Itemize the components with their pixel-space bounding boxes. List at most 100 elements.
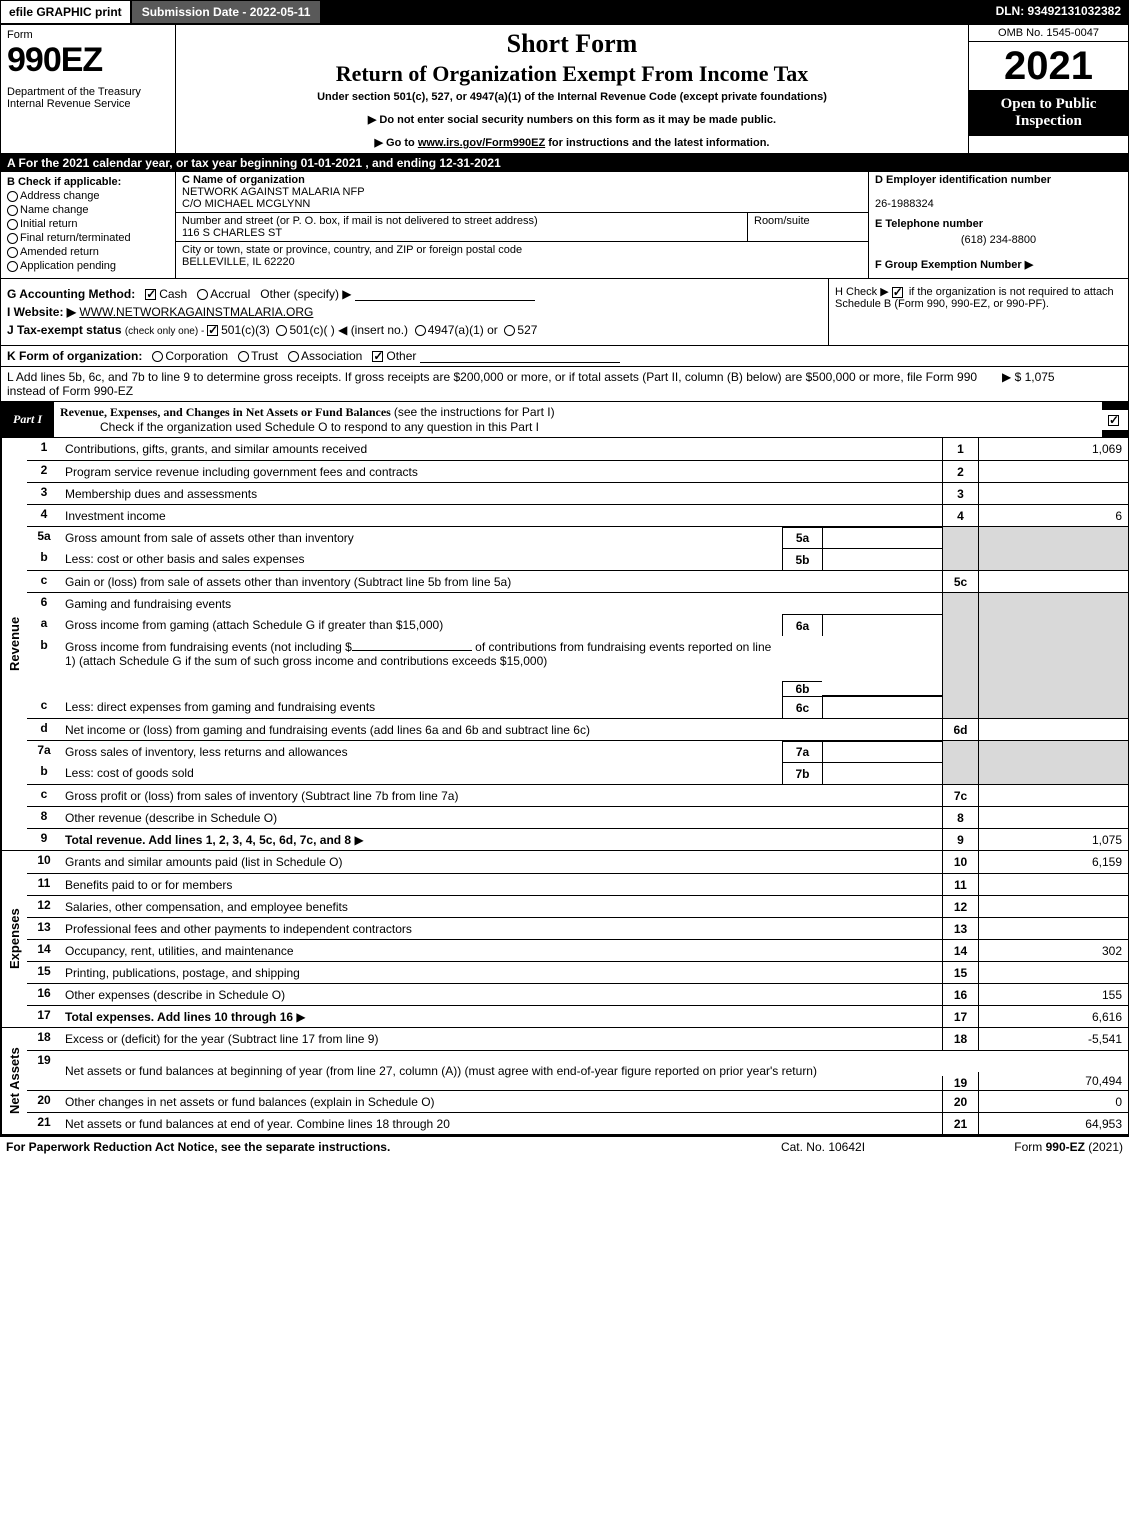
row-a-tax-year: A For the 2021 calendar year, or tax yea… <box>1 154 1128 172</box>
g-cash-check[interactable] <box>145 289 156 300</box>
header-right: OMB No. 1545-0047 2021 Open to Public In… <box>968 25 1128 153</box>
j-527-radio[interactable] <box>504 325 515 336</box>
efile-print-link[interactable]: efile GRAPHIC print <box>0 0 131 24</box>
line-10: 10Grants and similar amounts paid (list … <box>27 851 1128 873</box>
opt-initial-return[interactable]: Initial return <box>7 218 169 230</box>
form-body: Form 990EZ Department of the Treasury In… <box>0 24 1129 1137</box>
line-11: 11Benefits paid to or for members11 <box>27 873 1128 895</box>
section-e: E Telephone number (618) 234-8800 <box>869 212 1128 252</box>
line-21: 21Net assets or fund balances at end of … <box>27 1112 1128 1134</box>
org-name: NETWORK AGAINST MALARIA NFP <box>182 186 365 198</box>
section-c: C Name of organization NETWORK AGAINST M… <box>176 172 868 278</box>
part1-title: Revenue, Expenses, and Changes in Net As… <box>60 405 394 419</box>
form-header: Form 990EZ Department of the Treasury In… <box>1 25 1128 154</box>
opt-name-change[interactable]: Name change <box>7 204 169 216</box>
line-5c: cGain or (loss) from sale of assets othe… <box>27 570 1128 592</box>
j-501c-radio[interactable] <box>276 325 287 336</box>
f-label: F Group Exemption Number ▶ <box>875 259 1033 271</box>
header-center: Short Form Return of Organization Exempt… <box>176 25 968 153</box>
k-other-check[interactable] <box>372 351 383 362</box>
note2-pre: ▶ Go to <box>375 137 418 149</box>
j-501c3-check[interactable] <box>207 325 218 336</box>
line-6d: dNet income or (loss) from gaming and fu… <box>27 718 1128 740</box>
top-bar: efile GRAPHIC print Submission Date - 20… <box>0 0 1129 24</box>
h-check[interactable] <box>892 287 903 298</box>
opt-application-pending[interactable]: Application pending <box>7 260 169 272</box>
part1-tab: Part I <box>1 409 54 430</box>
row-k: K Form of organization: Corporation Trus… <box>1 346 1128 367</box>
line-1: 1Contributions, gifts, grants, and simil… <box>27 438 1128 460</box>
e-label: E Telephone number <box>875 218 983 230</box>
city-label: City or town, state or province, country… <box>182 244 522 256</box>
g-other: Other (specify) ▶ <box>260 287 351 301</box>
k-other: Other <box>386 349 416 363</box>
col-g-i-j: G Accounting Method: Cash Accrual Other … <box>1 279 828 345</box>
section-d: D Employer identification number 26-1988… <box>869 172 1128 212</box>
expenses-vlabel: Expenses <box>1 851 27 1027</box>
revenue-vlabel: Revenue <box>1 438 27 850</box>
form-title: Return of Organization Exempt From Incom… <box>184 61 960 87</box>
k-trust-radio[interactable] <box>238 351 249 362</box>
submission-date: Submission Date - 2022-05-11 <box>131 0 322 24</box>
form-label: Form <box>7 29 169 41</box>
section-b-through-f: B Check if applicable: Address change Na… <box>1 172 1128 279</box>
header-note1: ▶ Do not enter social security numbers o… <box>184 113 960 126</box>
part1-checkbox-cell <box>1102 410 1128 430</box>
phone-value: (618) 234-8800 <box>875 234 1122 246</box>
note2-post: for instructions and the latest informat… <box>545 137 769 149</box>
row-j: J Tax-exempt status (check only one) - 5… <box>7 323 822 337</box>
opt-amended-return[interactable]: Amended return <box>7 246 169 258</box>
line-5a: 5aGross amount from sale of assets other… <box>27 526 1128 548</box>
section-f: F Group Exemption Number ▶ <box>869 252 1128 277</box>
k-assoc-radio[interactable] <box>288 351 299 362</box>
form-number: 990EZ <box>7 41 169 80</box>
irs-link[interactable]: www.irs.gov/Form990EZ <box>418 137 545 149</box>
j-4947-radio[interactable] <box>415 325 426 336</box>
part1-schedule-o-check[interactable] <box>1108 415 1119 426</box>
k-other-input[interactable] <box>420 362 620 363</box>
line-6b: bGross income from fundraising events (n… <box>27 636 1128 696</box>
header-note2: ▶ Go to www.irs.gov/Form990EZ for instru… <box>184 136 960 149</box>
j-o3: 4947(a)(1) or <box>428 323 498 337</box>
section-b-heading: B Check if applicable: <box>7 176 169 188</box>
line-14: 14Occupancy, rent, utilities, and mainte… <box>27 939 1128 961</box>
tax-year: 2021 <box>969 42 1128 90</box>
line-6a: aGross income from gaming (attach Schedu… <box>27 614 1128 636</box>
opt-address-change[interactable]: Address change <box>7 190 169 202</box>
part1-check-line: Check if the organization used Schedule … <box>60 420 539 434</box>
g-cash: Cash <box>159 287 187 301</box>
footer-left: For Paperwork Reduction Act Notice, see … <box>6 1140 723 1154</box>
row-i: I Website: ▶ WWW.NETWORKAGAINSTMALARIA.O… <box>7 305 822 319</box>
line-3: 3Membership dues and assessments3 <box>27 482 1128 504</box>
part1-sub: (see the instructions for Part I) <box>394 405 555 419</box>
section-h: H Check ▶ if the organization is not req… <box>828 279 1128 345</box>
row-l: L Add lines 5b, 6c, and 7b to line 9 to … <box>1 367 1128 402</box>
expenses-lines: 10Grants and similar amounts paid (list … <box>27 851 1128 1027</box>
netassets-lines: 18Excess or (deficit) for the year (Subt… <box>27 1028 1128 1134</box>
city-value: BELLEVILLE, IL 62220 <box>182 256 295 268</box>
c-label: C Name of organization <box>182 174 305 186</box>
k-label: K Form of organization: <box>7 349 142 363</box>
k-trust: Trust <box>251 349 278 363</box>
j-label: J Tax-exempt status <box>7 323 125 337</box>
line-12: 12Salaries, other compensation, and empl… <box>27 895 1128 917</box>
line-19: 19Net assets or fund balances at beginni… <box>27 1050 1128 1090</box>
netassets-vlabel: Net Assets <box>1 1028 27 1134</box>
street-block: Number and street (or P. O. box, if mail… <box>176 213 748 241</box>
opt-final-return[interactable]: Final return/terminated <box>7 232 169 244</box>
line-4: 4Investment income46 <box>27 504 1128 526</box>
row-g-h: G Accounting Method: Cash Accrual Other … <box>1 279 1128 346</box>
city-block: City or town, state or province, country… <box>176 242 868 270</box>
j-o2: 501(c)( ) ◀ (insert no.) <box>289 323 408 337</box>
line-6: 6Gaming and fundraising events <box>27 592 1128 614</box>
website-link[interactable]: WWW.NETWORKAGAINSTMALARIA.ORG <box>79 305 313 319</box>
org-name-block: C Name of organization NETWORK AGAINST M… <box>176 172 868 213</box>
g-accrual-radio[interactable] <box>197 289 208 300</box>
line-9: 9Total revenue. Add lines 1, 2, 3, 4, 5c… <box>27 828 1128 850</box>
j-o4: 527 <box>517 323 537 337</box>
l-text: L Add lines 5b, 6c, and 7b to line 9 to … <box>7 370 1002 398</box>
k-corp-radio[interactable] <box>152 351 163 362</box>
g-label: G Accounting Method: <box>7 287 135 301</box>
part1-desc: Revenue, Expenses, and Changes in Net As… <box>54 402 1102 437</box>
g-other-input[interactable] <box>355 300 535 301</box>
